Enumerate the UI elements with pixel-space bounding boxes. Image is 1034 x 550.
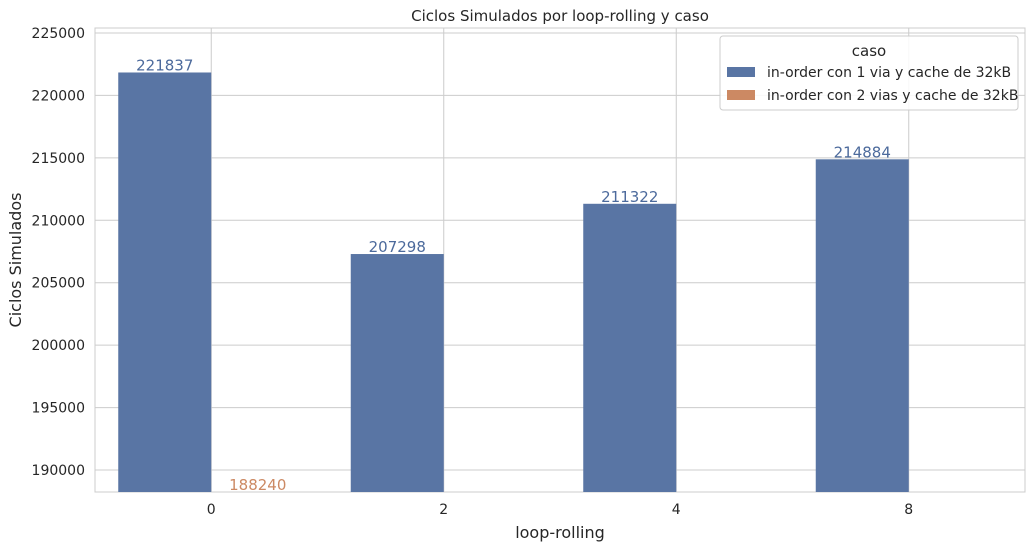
bars [118, 72, 909, 492]
bar-series-1-8 [815, 159, 909, 492]
y-tick-label-225000: 225000 [32, 26, 85, 42]
legend-box [719, 35, 1019, 111]
x-tick-labels: 0 2 4 8 [207, 502, 913, 518]
data-label-series-1-2: 207298 [369, 238, 426, 256]
x-tick-label-4: 4 [672, 502, 681, 518]
x-tick-label-8: 8 [904, 502, 913, 518]
y-tick-label-190000: 190000 [32, 463, 85, 479]
legend-label-series-1: in-order con 1 via y cache de 32kB [767, 65, 1011, 81]
y-tick-label-215000: 215000 [32, 151, 85, 167]
data-label-series-1-8: 214884 [834, 143, 891, 161]
data-label-series-1-0: 221837 [136, 56, 193, 74]
y-tick-label-195000: 195000 [32, 401, 85, 417]
y-axis-label: Ciclos Simulados [6, 193, 25, 328]
data-label-series-2-0: 188240 [229, 476, 286, 494]
chart-title: Ciclos Simulados por loop-rolling y caso [411, 7, 709, 25]
bar-series-1-2 [350, 254, 444, 492]
legend-swatch-series-2 [727, 90, 755, 100]
bar-series-1-4 [583, 203, 677, 492]
x-tick-label-0: 0 [207, 502, 216, 518]
x-tick-label-2: 2 [439, 502, 448, 518]
legend-title: caso [852, 42, 886, 60]
bar-series-1-0 [118, 72, 212, 492]
y-tick-label-205000: 205000 [32, 276, 85, 292]
legend-label-series-2: in-order con 2 vias y cache de 32kB [767, 88, 1018, 104]
data-label-series-1-4: 211322 [601, 188, 658, 206]
y-tick-label-200000: 200000 [32, 338, 85, 354]
y-tick-labels: 190000 195000 200000 205000 210000 215000 2200… [32, 26, 85, 479]
legend: caso in-order con 1 via y cache de 32kB … [719, 35, 1019, 111]
y-tick-label-220000: 220000 [32, 88, 85, 104]
legend-swatch-series-1 [727, 67, 755, 77]
y-tick-label-210000: 210000 [32, 213, 85, 229]
data-labels: 221837 188240 207298 211322 214884 [136, 56, 891, 494]
x-axis-label: loop-rolling [515, 523, 605, 542]
